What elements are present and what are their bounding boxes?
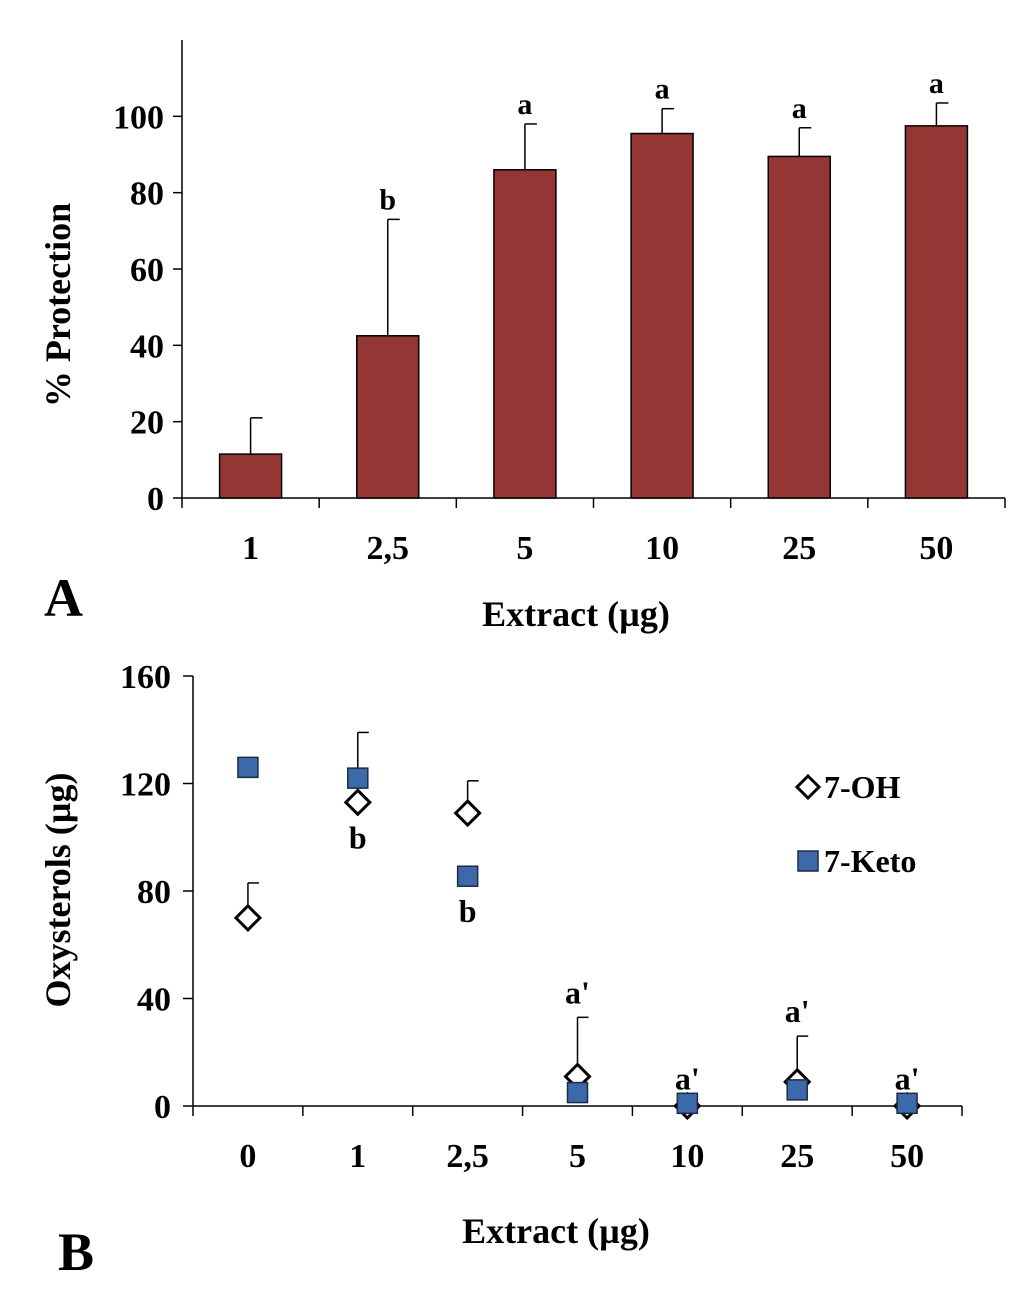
y-tick-label-b: 0: [154, 1089, 171, 1126]
significance-label-b: b: [349, 819, 367, 855]
data-point-7-keto: [676, 1092, 699, 1115]
y-tick-label-a: 0: [147, 481, 164, 518]
data-point-7-oh: [343, 788, 372, 817]
panel-label-a: A: [44, 568, 83, 628]
bar: [356, 335, 420, 499]
x-tick-label-a: 25: [782, 530, 816, 567]
x-tick-label-b: 50: [890, 1138, 924, 1175]
significance-label-b: b: [459, 893, 477, 929]
significance-label-b: a': [565, 974, 590, 1010]
significance-label-a: a: [792, 92, 807, 125]
y-tick-label-b: 40: [137, 982, 171, 1019]
x-tick-label-b: 5: [569, 1138, 586, 1175]
x-axis-title-b: Extract (µg): [462, 1211, 650, 1251]
bar: [630, 132, 694, 499]
y-tick-label-a: 80: [130, 176, 164, 213]
data-point-7-keto: [237, 756, 259, 779]
data-point-7-keto: [347, 767, 369, 789]
x-tick-label-a: 1: [242, 530, 259, 567]
x-tick-label-b: 1: [349, 1138, 366, 1175]
y-axis-title-b: Oxysterols (µg): [38, 772, 78, 1007]
significance-label-a: a: [655, 73, 670, 106]
data-point-7-keto: [456, 865, 479, 887]
y-tick-label-a: 100: [113, 99, 164, 136]
x-axis-title-a: Extract (µg): [482, 594, 670, 634]
legend-label-7-oh: 7-OH: [824, 769, 901, 805]
y-tick-label-a: 60: [130, 252, 164, 289]
legend-marker-7-oh: [794, 773, 822, 801]
data-point-7-oh: [233, 903, 263, 932]
panel-b: 0 40 80 120 160 0 1 2,5 5 10 25 50 b b a' a' a' a' 7-OH 7-K…: [38, 659, 963, 1282]
bar: [218, 453, 283, 499]
significance-label-b: a': [785, 993, 810, 1029]
significance-label-a: a: [929, 67, 944, 100]
x-tick-label-b: 10: [670, 1138, 704, 1175]
data-point-7-keto: [786, 1079, 808, 1101]
y-tick-label-b: 160: [120, 659, 171, 696]
x-tick-label-a: 2,5: [367, 530, 410, 567]
panel-a: 0 20 40 60 80 100 1 2,5 b 5 a 10 a 25 a 50 a % Protection…: [38, 40, 1006, 634]
y-tick-label-a: 40: [130, 328, 164, 365]
x-tick-label-a: 5: [516, 530, 533, 567]
x-tick-label-b: 0: [239, 1138, 256, 1175]
data-point-7-keto: [896, 1092, 918, 1115]
significance-label-a: a: [517, 88, 532, 121]
legend-marker-7-keto: [797, 850, 819, 872]
x-tick-label-a: 50: [919, 530, 953, 567]
y-axis-title-a: % Protection: [38, 203, 78, 407]
x-tick-label-a: 10: [645, 530, 679, 567]
y-tick-label-b: 80: [137, 874, 171, 911]
bar: [904, 125, 969, 499]
significance-label-b: a': [895, 1060, 920, 1096]
data-point-7-keto: [566, 1081, 589, 1104]
y-tick-label-b: 120: [120, 767, 171, 804]
bar: [767, 155, 831, 499]
panel-label-b: B: [58, 1222, 94, 1282]
legend-label-7-keto: 7-Keto: [824, 843, 916, 879]
x-tick-label-b: 25: [780, 1138, 814, 1175]
data-point-7-oh: [453, 798, 482, 828]
significance-label-b: a': [675, 1060, 700, 1096]
x-tick-label-b: 2,5: [446, 1138, 489, 1175]
significance-label-a: b: [379, 183, 396, 216]
y-tick-label-a: 20: [130, 405, 164, 442]
bar: [493, 169, 557, 499]
